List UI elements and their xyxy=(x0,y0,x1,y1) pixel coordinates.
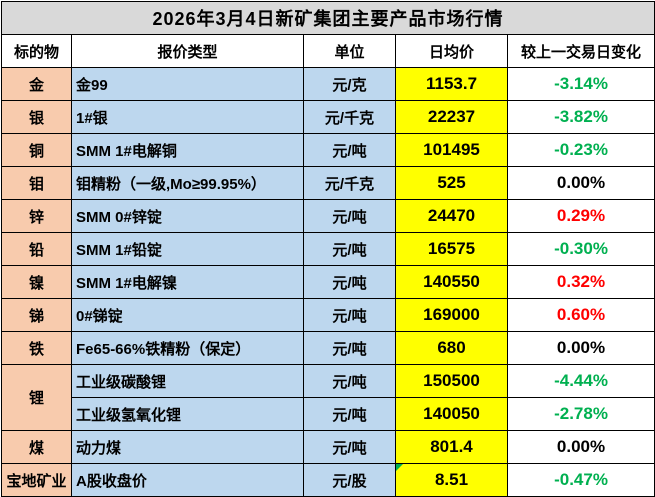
avg-price-cell[interactable]: 22237 xyxy=(395,100,508,134)
target-cell[interactable]: 银 xyxy=(1,100,72,134)
quote-type-cell[interactable]: 金99 xyxy=(71,67,304,101)
avg-price-cell[interactable]: 24470 xyxy=(395,199,508,233)
target-cell[interactable]: 镍 xyxy=(1,265,72,299)
change-cell[interactable]: 0.00% xyxy=(506,331,655,365)
unit-cell[interactable]: 元/股 xyxy=(303,463,396,497)
quote-type-cell[interactable]: SMM 1#电解铜 xyxy=(71,133,304,167)
avg-price-cell[interactable]: 16575 xyxy=(395,232,508,266)
unit-cell[interactable]: 元/吨 xyxy=(303,364,396,398)
avg-price-cell[interactable]: 169000 xyxy=(395,298,508,332)
avg-price-cell[interactable]: 150500 xyxy=(395,364,508,398)
table-row: 宝地矿业 A股收盘价 元/股 8.51 -0.47% xyxy=(1,463,655,497)
change-cell[interactable]: -3.82% xyxy=(506,100,655,134)
table-row: 锑 0#锑锭 元/吨 169000 0.60% xyxy=(1,298,655,332)
table-row: 锌 SMM 0#锌锭 元/吨 24470 0.29% xyxy=(1,199,655,233)
change-cell[interactable]: -0.30% xyxy=(506,232,655,266)
unit-cell[interactable]: 元/吨 xyxy=(303,397,396,431)
avg-price-cell[interactable]: 680 xyxy=(395,331,508,365)
table-row: 铜 SMM 1#电解铜 元/吨 101495 -0.23% xyxy=(1,133,655,167)
unit-cell[interactable]: 元/千克 xyxy=(303,166,396,200)
unit-cell[interactable]: 元/吨 xyxy=(303,232,396,266)
cell-corner-marker-icon xyxy=(396,464,403,471)
change-cell[interactable]: -2.78% xyxy=(506,397,655,431)
target-cell[interactable]: 锂 xyxy=(1,364,72,431)
quote-type-cell[interactable]: A股收盘价 xyxy=(71,463,304,497)
target-cell[interactable]: 煤 xyxy=(1,430,72,464)
target-cell[interactable]: 铅 xyxy=(1,232,72,266)
unit-cell[interactable]: 元/千克 xyxy=(303,100,396,134)
header-row: 标的物 报价类型 单位 日均价 较上一交易日变化 xyxy=(1,34,655,68)
quote-type-cell[interactable]: 工业级氢氧化锂 xyxy=(71,397,304,431)
quote-type-cell[interactable]: Fe65-66%铁精粉（保定） xyxy=(71,331,304,365)
change-cell[interactable]: -4.44% xyxy=(506,364,655,398)
table-row: 金金99 元/克 1153.7 -3.14% xyxy=(1,67,655,101)
avg-price-cell[interactable]: 1153.7 xyxy=(395,67,508,101)
target-cell[interactable]: 钼 xyxy=(1,166,72,200)
unit-cell[interactable]: 元/吨 xyxy=(303,199,396,233)
target-cell[interactable]: 锌 xyxy=(1,199,72,233)
unit-cell[interactable]: 元/吨 xyxy=(303,133,396,167)
change-cell[interactable]: 0.32% xyxy=(506,265,655,299)
quote-type-cell[interactable]: 钼精粉（一级,Mo≥99.95%） xyxy=(71,166,304,200)
change-cell[interactable]: 0.00% xyxy=(506,166,655,200)
table-row: 煤动力煤 元/吨 801.4 0.00% xyxy=(1,430,655,464)
table-row: 银 1#银 元/千克 22237 -3.82% xyxy=(1,100,655,134)
table-row: 镍 SMM 1#电解镍 元/吨 140550 0.32% xyxy=(1,265,655,299)
avg-price-cell[interactable]: 801.4 xyxy=(395,430,508,464)
quote-type-cell[interactable]: SMM 0#锌锭 xyxy=(71,199,304,233)
quote-type-cell[interactable]: 动力煤 xyxy=(71,430,304,464)
target-cell[interactable]: 铁 xyxy=(1,331,72,365)
avg-price-cell[interactable]: 8.51 xyxy=(395,463,508,497)
change-cell[interactable]: -0.47% xyxy=(506,463,655,497)
quote-type-cell[interactable]: 1#银 xyxy=(71,100,304,134)
avg-price-cell[interactable]: 140050 xyxy=(395,397,508,431)
quote-type-cell[interactable]: 0#锑锭 xyxy=(71,298,304,332)
unit-cell[interactable]: 元/吨 xyxy=(303,298,396,332)
title-row: 2026年3月4日新矿集团主要产品市场行情 xyxy=(0,1,655,35)
column-header-price: 日均价 xyxy=(395,34,508,68)
unit-cell[interactable]: 元/克 xyxy=(303,67,396,101)
table-row: 铅 SMM 1#铅锭 元/吨 16575 -0.30% xyxy=(1,232,655,266)
target-cell[interactable]: 宝地矿业 xyxy=(1,463,72,497)
change-cell[interactable]: 0.00% xyxy=(506,430,655,464)
quote-type-cell[interactable]: SMM 1#电解镍 xyxy=(71,265,304,299)
column-header-unit: 单位 xyxy=(303,34,396,68)
avg-price-cell[interactable]: 140550 xyxy=(395,265,508,299)
table-body: 金金99 元/克 1153.7 -3.14% 银 1#银 元/千克 22237 -3.82% 铜 S… xyxy=(1,67,655,497)
avg-price-cell[interactable]: 525 xyxy=(395,166,508,200)
quote-type-cell[interactable]: 工业级碳酸锂 xyxy=(71,364,304,398)
column-header-quote: 报价类型 xyxy=(71,34,304,68)
table-row: 铁 Fe65-66%铁精粉（保定） 元/吨 680 0.00% xyxy=(1,331,655,365)
target-cell[interactable]: 锑 xyxy=(1,298,72,332)
page-title: 2026年3月4日新矿集团主要产品市场行情 xyxy=(0,1,655,35)
column-header-change: 较上一交易日变化 xyxy=(506,34,655,68)
table-row: 钼钼精粉（一级,Mo≥99.95%） 元/千克 525 0.00% xyxy=(1,166,655,200)
avg-price-cell[interactable]: 101495 xyxy=(395,133,508,167)
change-cell[interactable]: -3.14% xyxy=(506,67,655,101)
column-header-target: 标的物 xyxy=(1,34,72,68)
target-cell[interactable]: 铜 xyxy=(1,133,72,167)
change-cell[interactable]: 0.29% xyxy=(506,199,655,233)
change-cell[interactable]: 0.60% xyxy=(506,298,655,332)
target-cell[interactable]: 金 xyxy=(1,67,72,101)
unit-cell[interactable]: 元/吨 xyxy=(303,265,396,299)
table-row: 锂工业级碳酸锂 元/吨 150500 -4.44% xyxy=(1,364,655,431)
unit-cell[interactable]: 元/吨 xyxy=(303,430,396,464)
unit-cell[interactable]: 元/吨 xyxy=(303,331,396,365)
quote-type-cell[interactable]: SMM 1#铅锭 xyxy=(71,232,304,266)
change-cell[interactable]: -0.23% xyxy=(506,133,655,167)
table-row: 工业级氢氧化锂 元/吨 140050 -2.78% xyxy=(2,397,655,431)
